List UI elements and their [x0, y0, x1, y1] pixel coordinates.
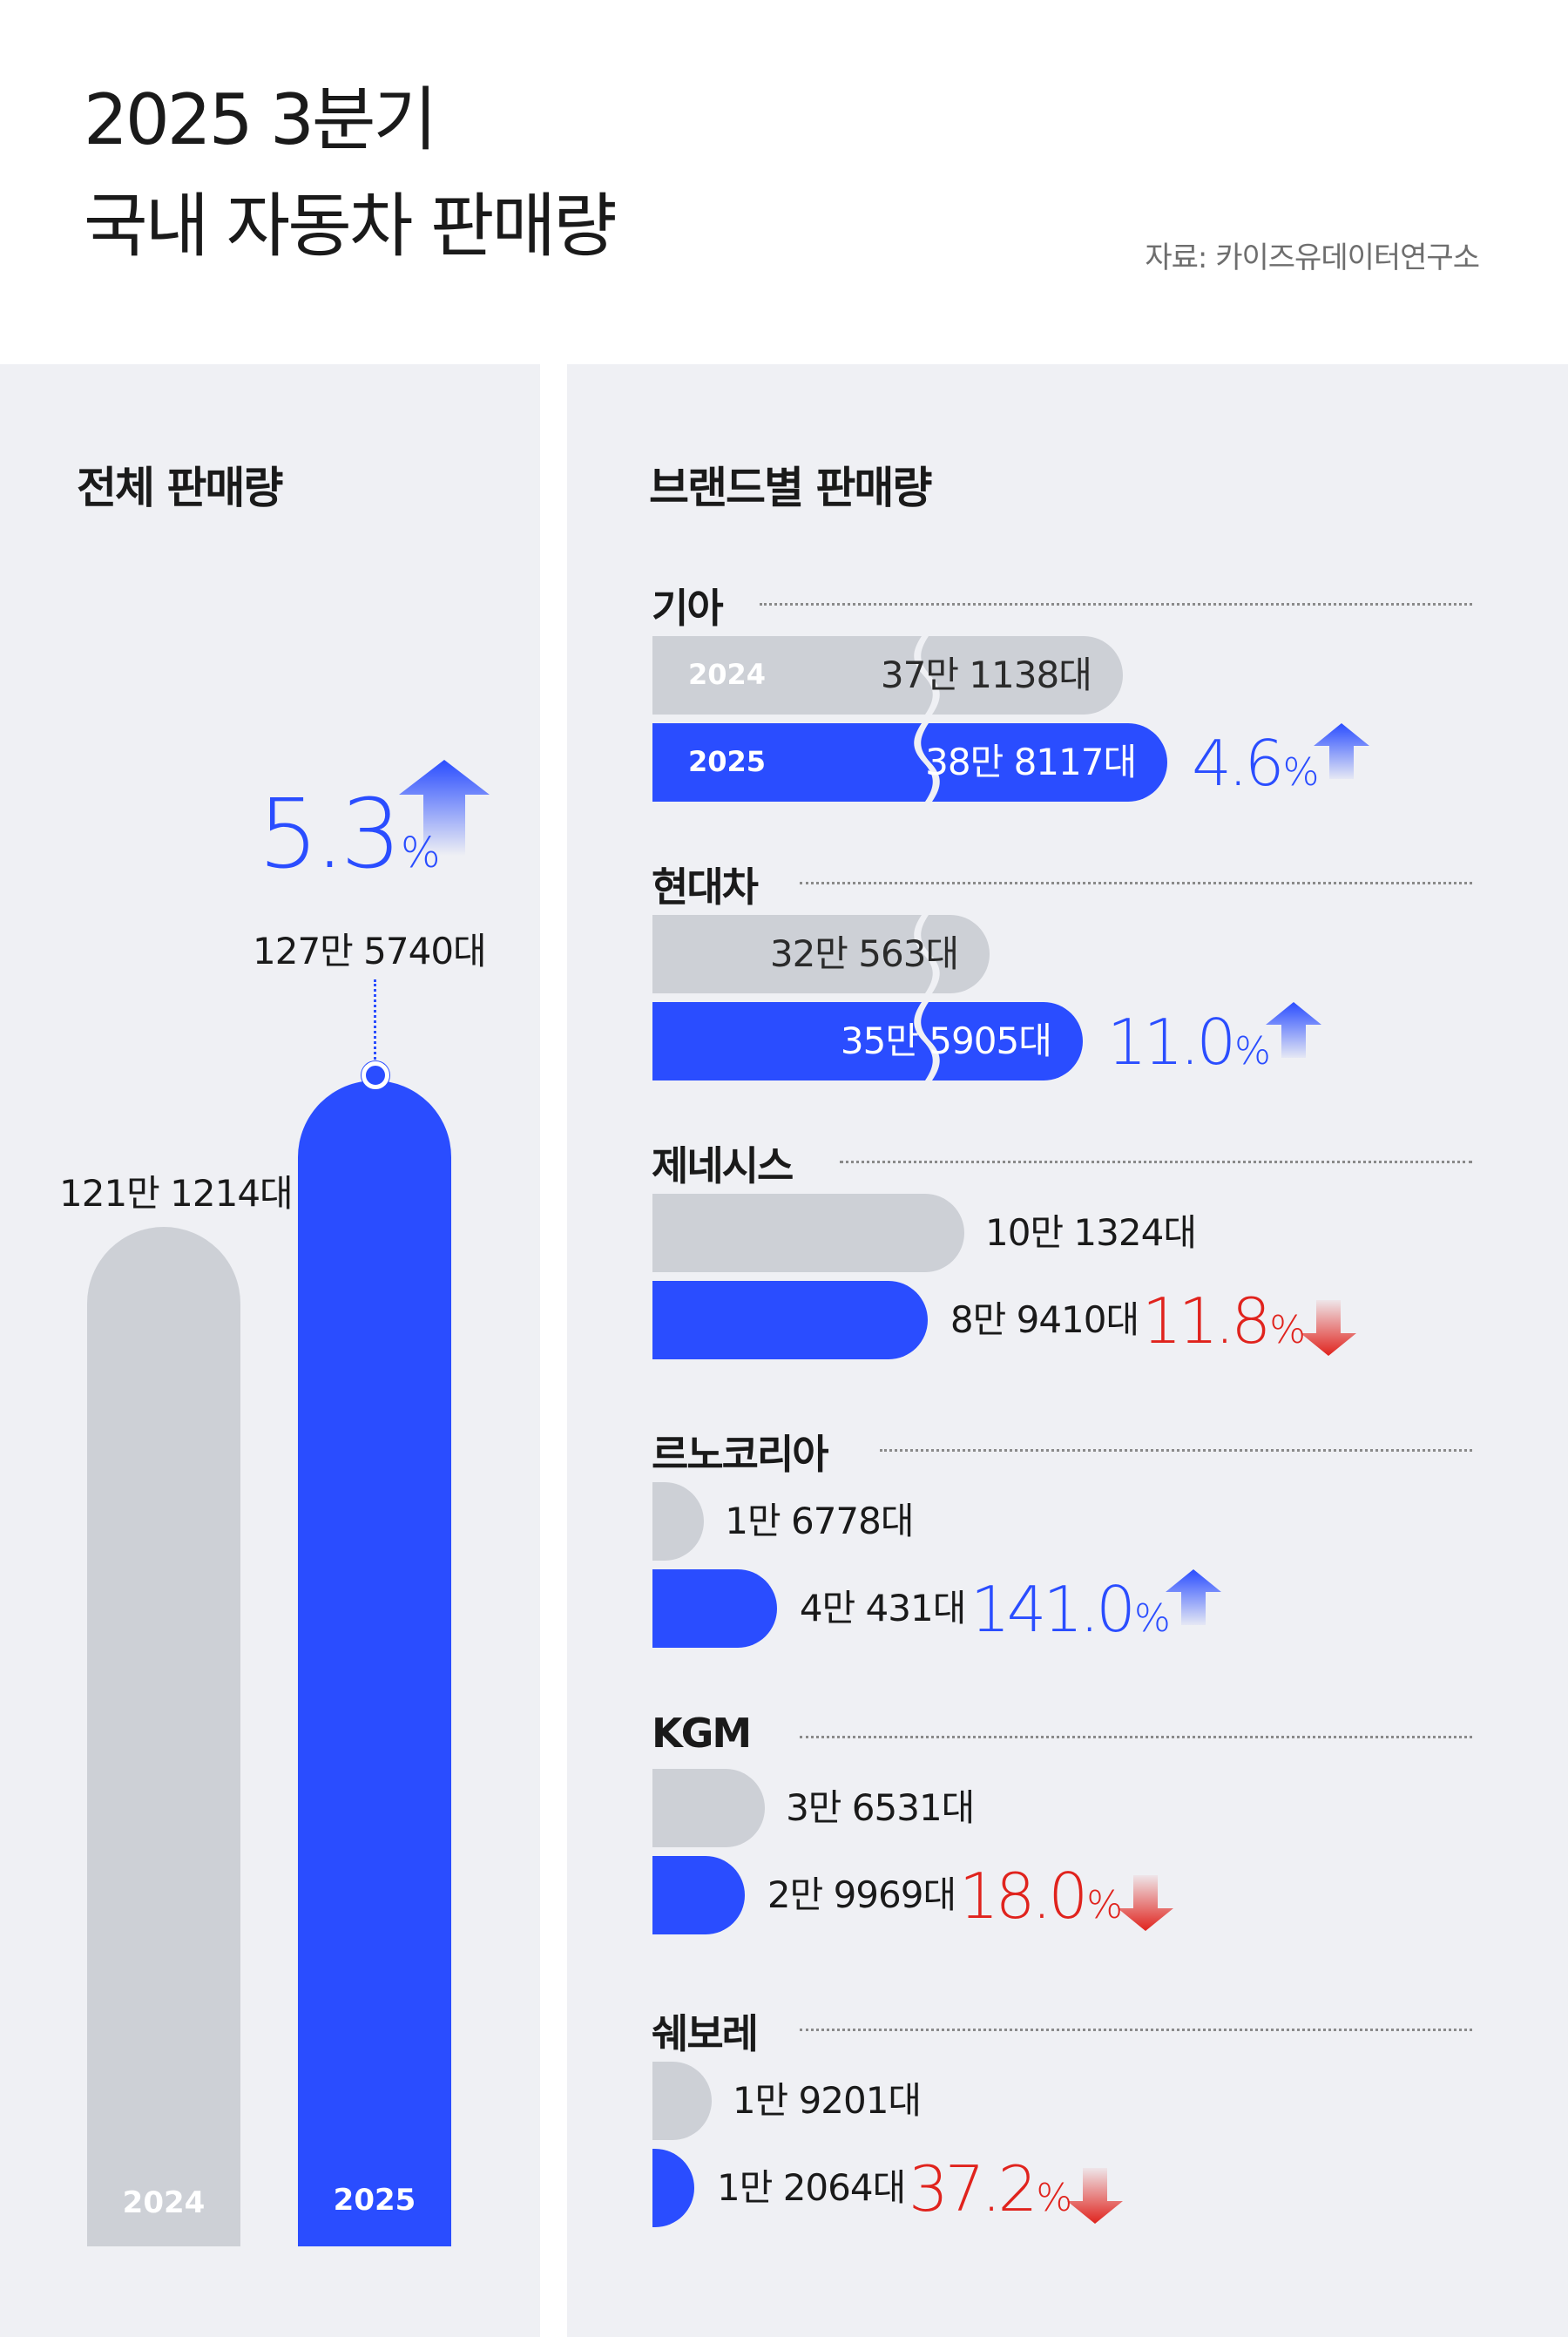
- brand-5-change-value: 37.2: [909, 2152, 1037, 2225]
- brand-0-bar-2025: [652, 723, 1168, 802]
- brand-4-bar-2024: [652, 1769, 766, 1847]
- brand-0-bar-2024: [652, 636, 1123, 715]
- brand-0-break-2024-icon: [914, 636, 940, 715]
- brand-1-name: 현대차: [652, 856, 776, 913]
- brand-2-bar-2024: [652, 1194, 964, 1272]
- brand-5-change-unit: %: [1036, 2176, 1073, 2220]
- brand-4-divider: [800, 1736, 1472, 1738]
- total-2024-value: 121만 1214대: [59, 1172, 294, 1215]
- total-sales-panel: [0, 364, 540, 2337]
- brand-0-change: 4.6%: [1192, 732, 1319, 795]
- total-change-value: 5.3: [258, 778, 402, 890]
- brand-2-divider: [840, 1161, 1472, 1163]
- brand-1-value-2024: 32만 563대: [769, 932, 959, 975]
- total-2025-value: 127만 5740대: [253, 930, 487, 972]
- brand-0-change-value: 4.6: [1192, 727, 1284, 800]
- brand-1-change: 11.0%: [1107, 1011, 1271, 1074]
- brand-4-down-arrow-icon: [1118, 1875, 1173, 1931]
- value-marker-dot: [362, 1061, 389, 1089]
- brand-0-name: 기아: [652, 577, 741, 634]
- brand-5-value-2024: 1만 9201대: [732, 2079, 922, 2122]
- total-change-percent: 5.3%: [258, 786, 441, 882]
- brand-0-break-2025-icon: [914, 723, 940, 802]
- brand-3-name: 르노코리아: [652, 1423, 847, 1480]
- brand-5-change: 37.2%: [909, 2157, 1072, 2220]
- page-title-line2: 국내 자동차 판매량: [84, 186, 618, 267]
- brand-2-bar-2025: [652, 1281, 928, 1359]
- brand-4-change-value: 18.0: [958, 1859, 1088, 1933]
- total-bar-2025: [298, 1080, 451, 2246]
- source-note: 자료: 카이즈유데이터연구소: [1145, 240, 1480, 275]
- brand-4-change: 18.0%: [959, 1865, 1123, 1927]
- brand-5-value-2025: 1만 2064대: [717, 2166, 906, 2209]
- brand-4-value-2024: 3만 6531대: [786, 1786, 975, 1829]
- brand-2-change-unit: %: [1269, 1308, 1307, 1352]
- brand-1-change-unit: %: [1234, 1029, 1271, 1074]
- brand-2-change-value: 11.8: [1141, 1284, 1271, 1358]
- brand-2-value-2024: 10만 1324대: [985, 1211, 1197, 1254]
- brand-2-value-2025: 8만 9410대: [950, 1298, 1139, 1341]
- brand-3-divider: [880, 1449, 1472, 1452]
- brand-3-change-unit: %: [1133, 1596, 1171, 1641]
- brand-5-bar-2024: [652, 2062, 712, 2140]
- total-bar-2024: [87, 1227, 240, 2246]
- value-connector-line: [374, 979, 376, 1070]
- brand-2-down-arrow-icon: [1301, 1300, 1357, 1356]
- page-title-line1: 2025 3분기: [84, 79, 437, 160]
- brand-1-change-value: 11.0: [1106, 1006, 1236, 1079]
- brand-0-up-arrow-icon: [1314, 723, 1370, 779]
- brand-2-name: 제네시스: [652, 1135, 812, 1192]
- brand-3-value-2024: 1만 6778대: [725, 1500, 914, 1542]
- brand-0-year-2025: 2025: [688, 745, 767, 778]
- brand-3-value-2025: 4만 431대: [799, 1587, 967, 1629]
- brand-4-change-unit: %: [1086, 1883, 1123, 1927]
- brand-1-up-arrow-icon: [1265, 1002, 1321, 1058]
- brand-5-divider: [800, 2029, 1472, 2031]
- brand-4-name: KGM: [652, 1710, 770, 1757]
- brand-5-name: 쉐보레: [652, 2002, 776, 2060]
- brand-0-change-unit: %: [1282, 750, 1320, 795]
- total-bar-2024-year: 2024: [122, 2185, 206, 2220]
- brand-1-break-2025-icon: [914, 1002, 940, 1080]
- brand-0-divider: [760, 603, 1472, 606]
- brand-sales-title: 브랜드별 판매량: [649, 463, 932, 513]
- brand-4-value-2025: 2만 9969대: [767, 1873, 956, 1916]
- total-bar-2025-year: 2025: [333, 2183, 416, 2218]
- brand-1-divider: [800, 882, 1472, 884]
- brand-3-change-value: 141.0: [970, 1573, 1136, 1646]
- brand-3-change: 141.0%: [970, 1578, 1171, 1641]
- brand-1-break-2024-icon: [914, 915, 940, 993]
- brand-5-down-arrow-icon: [1067, 2168, 1124, 2224]
- brand-1-bar-2025: [652, 1002, 1083, 1080]
- brand-0-year-2024: 2024: [688, 658, 767, 691]
- brand-0-value-2025: 38만 8117대: [925, 741, 1137, 783]
- brand-2-change: 11.8%: [1142, 1290, 1306, 1352]
- total-sales-title: 전체 판매량: [77, 463, 283, 513]
- brand-3-up-arrow-icon: [1165, 1569, 1221, 1625]
- brand-1-value-2025: 35만 5905대: [840, 1019, 1052, 1062]
- brand-3-bar-2025: [652, 1569, 777, 1648]
- brand-4-bar-2025: [652, 1856, 745, 1934]
- up-arrow-icon: [399, 760, 490, 856]
- brand-0-value-2024: 37만 1138대: [880, 654, 1092, 696]
